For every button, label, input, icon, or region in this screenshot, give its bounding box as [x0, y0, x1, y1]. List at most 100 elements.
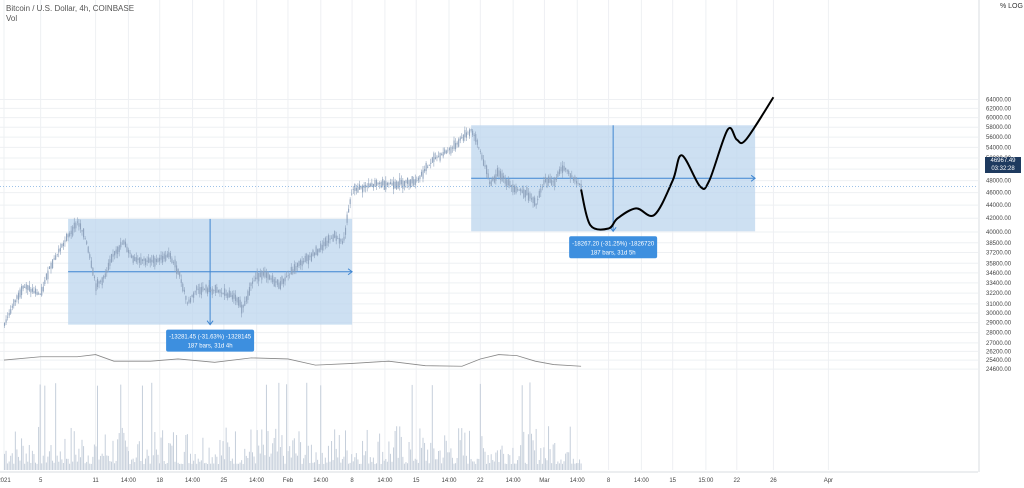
- candle-body: [137, 258, 139, 261]
- candle-body: [521, 190, 523, 194]
- candle-body: [225, 293, 227, 296]
- candle-body: [264, 270, 266, 278]
- time-tick-label: 22: [477, 478, 484, 484]
- candle-body: [138, 257, 140, 263]
- price-tick-label: 58000.00: [986, 125, 1012, 131]
- volume-bar: [128, 451, 129, 470]
- volume-bar: [394, 430, 396, 470]
- candle-body: [414, 179, 416, 185]
- volume-bar: [72, 461, 74, 470]
- volume-bar: [22, 445, 24, 470]
- volume-bar: [552, 444, 554, 470]
- candle-body: [53, 258, 55, 260]
- candle-body: [228, 290, 230, 298]
- candle-body: [191, 295, 193, 298]
- volume-bar: [343, 456, 345, 470]
- scale-indicator[interactable]: % LOG: [1000, 3, 1023, 10]
- candle-body: [128, 249, 130, 254]
- candle-body: [216, 286, 218, 293]
- volume-bar: [512, 447, 514, 470]
- volume-bar: [408, 441, 410, 470]
- volume-bar: [327, 445, 329, 470]
- volume-bar: [484, 451, 486, 470]
- candle-body: [28, 285, 30, 291]
- candle-body: [258, 272, 260, 282]
- volume-bar: [317, 459, 319, 470]
- candle-body: [366, 185, 368, 187]
- volume-bar: [107, 455, 109, 470]
- candle-body: [157, 258, 159, 263]
- candle-body: [518, 189, 520, 191]
- candle-body: [16, 295, 18, 299]
- volume-bar: [123, 432, 125, 470]
- volume-bar: [62, 463, 64, 470]
- candle-body: [33, 290, 35, 293]
- volume-bar: [358, 463, 360, 470]
- candle-body: [558, 169, 560, 175]
- candle-body: [323, 241, 325, 247]
- candle-body: [540, 188, 542, 193]
- candle-body: [278, 282, 280, 289]
- volume-bar: [388, 441, 390, 470]
- volume-bar: [264, 455, 266, 470]
- candle-body: [369, 183, 371, 187]
- volume-bar: [27, 461, 29, 470]
- candle-body: [190, 297, 192, 303]
- last-price-tag: 46967.49 03:32:28: [985, 157, 1021, 173]
- price-tick-label: 46000.00: [986, 191, 1012, 197]
- candle-body: [210, 289, 212, 292]
- candle-body: [512, 184, 514, 193]
- volume-bar: [382, 451, 384, 470]
- volume-bar: [464, 432, 466, 470]
- candle-body: [241, 304, 243, 314]
- volume-bar: [461, 428, 463, 470]
- measure-layer[interactable]: -13281.45 (-31.63%) -1328145 187 bars, 31…: [68, 125, 756, 352]
- candle-body: [408, 180, 410, 186]
- volume-bar: [335, 448, 337, 470]
- volume-bar: [320, 385, 322, 470]
- volume-bar: [396, 426, 398, 470]
- volume-bar: [262, 444, 264, 470]
- price-axis[interactable]: 24600.00 25400.00 26200.00 27000.00 28000.00…: [978, 0, 1012, 472]
- time-tick-label: 22: [733, 478, 740, 484]
- projection-layer[interactable]: [0, 96, 978, 231]
- volume-bar: [434, 459, 436, 470]
- volume-bar: [506, 464, 508, 470]
- candle-body: [66, 233, 68, 241]
- volume-bar: [562, 463, 563, 470]
- price-tick-label: 37200.00: [986, 250, 1012, 256]
- candle-body: [396, 181, 398, 190]
- volume-bar: [214, 454, 216, 470]
- volume-bar: [389, 453, 391, 470]
- projection-line[interactable]: [580, 96, 775, 231]
- volume-bar: [208, 447, 210, 470]
- candle-body: [165, 255, 167, 261]
- price-tick-label: 34600.00: [986, 271, 1012, 277]
- candle-body: [318, 248, 320, 252]
- volume-bar: [56, 455, 58, 470]
- price-tick-label: 60000.00: [986, 116, 1012, 122]
- volume-bar: [31, 450, 33, 470]
- volume-bar: [352, 461, 354, 470]
- time-axis[interactable]: 2021 5 11 14:00 18 14:00 25 14:00 Feb 14:00 8 14:00…: [0, 471, 978, 484]
- candle-body: [526, 186, 528, 196]
- time-tick-label: 8: [350, 478, 354, 484]
- price-tick-label: 31000.00: [986, 302, 1012, 308]
- measure-label-bars: 187 bars, 31d 4h: [188, 344, 233, 350]
- candle-body: [95, 283, 97, 291]
- volume-bar: [549, 449, 551, 470]
- candle-body: [256, 271, 258, 280]
- candle-body: [424, 169, 426, 172]
- candle-body: [112, 254, 114, 257]
- candle-body: [279, 281, 281, 289]
- candle-body: [374, 180, 376, 187]
- volume-bar: [200, 460, 202, 470]
- candle-body: [196, 286, 198, 291]
- volume-bar: [5, 450, 7, 470]
- candle-body: [236, 297, 238, 303]
- candle-body: [411, 176, 413, 184]
- volume-bar: [132, 458, 134, 470]
- volume-bar: [442, 457, 444, 470]
- candle-body: [422, 170, 424, 179]
